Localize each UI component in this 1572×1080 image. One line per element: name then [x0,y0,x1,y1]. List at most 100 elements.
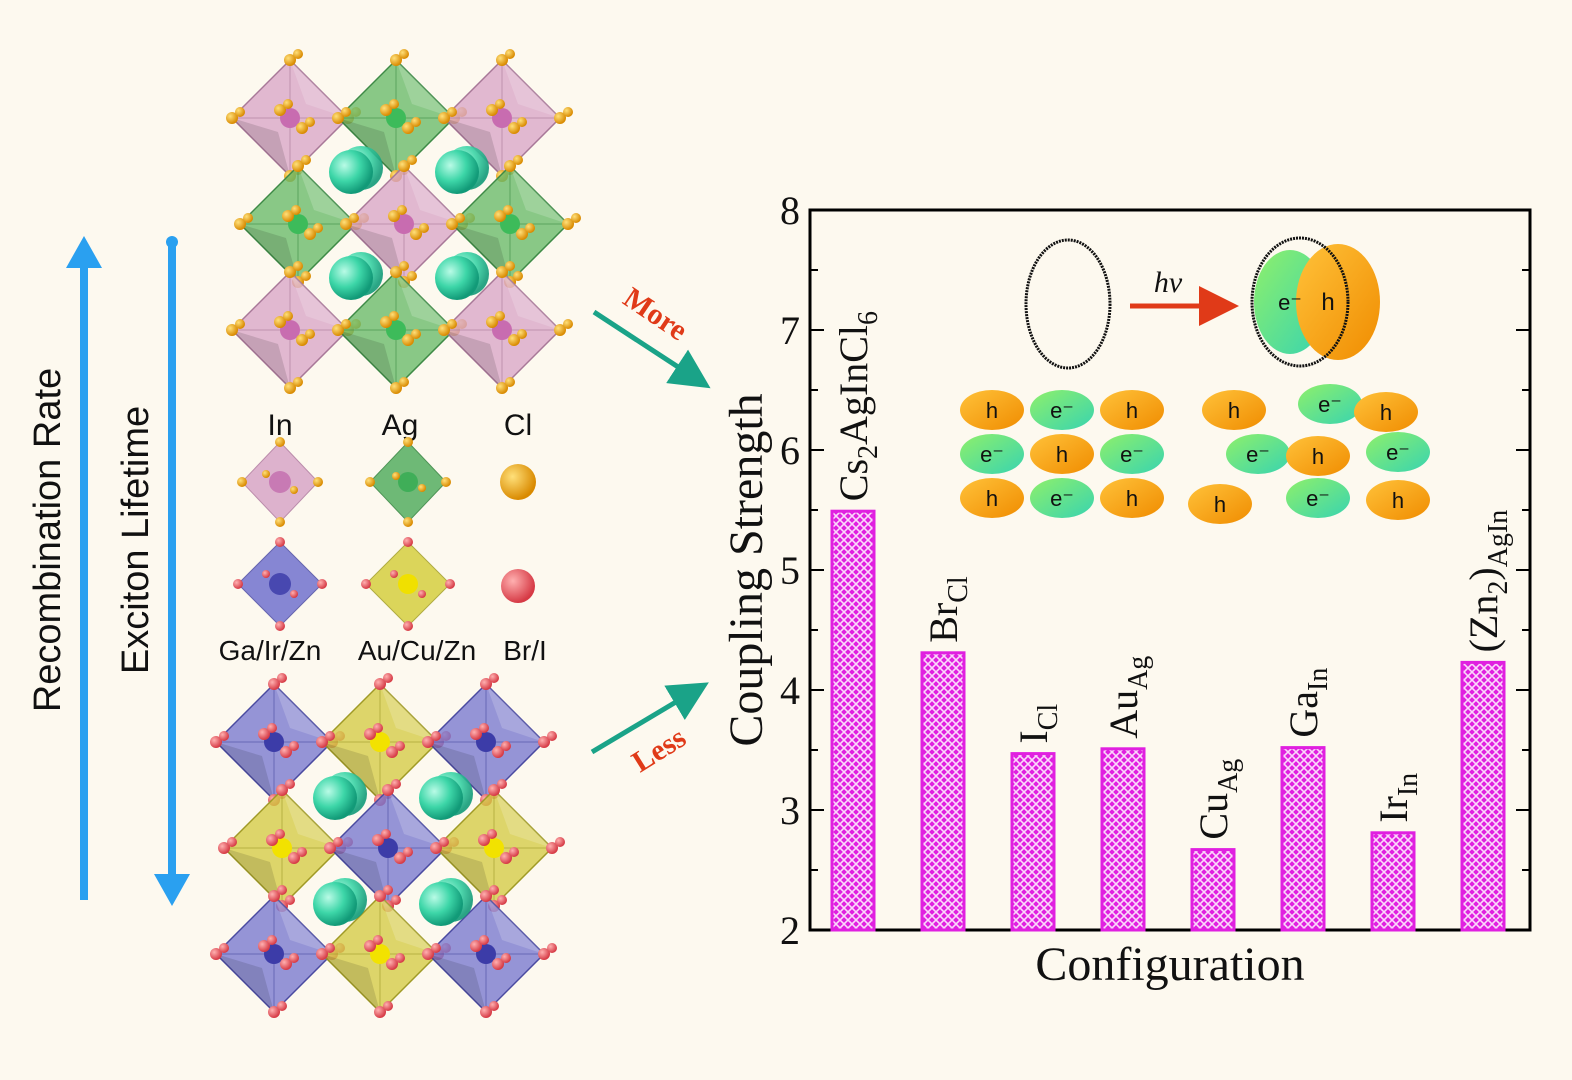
plot-frame [808,208,1532,932]
bar-label-sub2: AgIn [1483,510,1514,568]
electron-carrier-icon [1030,478,1094,518]
hole-carrier-icon [1286,436,1350,476]
hole-carrier-icon [1100,478,1164,518]
hole-carrier-icon [960,390,1024,430]
bar-label-3: AuAg [1101,656,1154,739]
hole-carrier-icon [1100,390,1164,430]
exciton-lifetime-label: Exciton Lifetime [115,406,157,674]
hole-carrier-icon [960,478,1024,518]
au-cu-zn-octahedron-icon [361,537,455,631]
electron-carrier-icon [1366,432,1430,472]
bar-label-1: BrCl [921,576,974,643]
br-i-atom-icon [501,569,535,603]
hv-label: hν [1154,266,1183,299]
electron-carrier-icon [1286,478,1350,518]
cs-sphere [329,150,373,194]
legend-br-i: Br/I [503,635,547,666]
bar-label-2: ICl [1011,704,1064,744]
hole-text: h [986,486,998,511]
hole-text: h [1056,442,1068,467]
bar-label-4: CuAg [1191,759,1244,840]
legend-cl: Cl [504,409,532,442]
bar-label-6: IrIn [1371,773,1424,823]
hole-carrier-icon [1030,434,1094,474]
hole-carrier-icon [1188,484,1252,524]
bar-label-base2: ) [1461,567,1506,580]
hole-carrier-icon [1354,392,1418,432]
octahedron [446,155,581,288]
legend-in: In [267,409,292,442]
cs-sphere [435,150,479,194]
legend-ag: Ag [382,409,419,442]
cs-sphere [435,256,479,300]
in-octahedron-icon [237,437,323,527]
bound-exciton-icon: e⁻ h [1250,236,1380,368]
legend-ga-ir-zn: Ga/Ir/Zn [219,635,322,666]
hole-text: h [1392,488,1404,513]
carrier-grid: h e⁻ he⁻ h e⁻h e⁻ hh e⁻ he⁻ h e⁻h e⁻ h [960,384,1430,524]
electron-carrier-icon [1030,390,1094,430]
cl-atom-icon [500,464,536,500]
y-axis-ticks: 2 3 4 5 6 7 8 [780,188,1530,953]
electron-carrier-icon [1100,434,1164,474]
electron-carrier-icon [960,434,1024,474]
hole-text: h [1126,398,1138,423]
electron-text: e⁻ [1120,442,1144,467]
crystal-structure-pristine [226,49,581,394]
bar-6 [1370,831,1416,932]
bar-4 [1190,848,1236,932]
electron-text: e⁻ [1318,392,1342,417]
hole-text: h [1312,444,1324,469]
bound-hole-text: h [1321,289,1334,316]
bar-label-sub: In [1393,773,1424,796]
bound-electron-text: e⁻ [1278,290,1302,315]
more-arrow [592,309,711,389]
bar-0 [830,509,876,932]
hole-carrier-icon [1202,390,1266,430]
cs-sphere [419,776,463,820]
hole-carrier-icon [1366,480,1430,520]
ga-ir-zn-octahedron-icon [233,537,327,631]
bar-1 [920,651,966,932]
bar-label-sub: Ag [1213,759,1244,793]
octahedron [316,885,451,1018]
y-tick-label: 8 [780,188,800,233]
less-arrow [590,682,709,755]
less-label: Less [626,721,692,779]
octahedron [422,885,557,1018]
empty-orbit-icon [1024,238,1112,370]
cs-sphere [419,882,463,926]
bars-group [830,509,1506,932]
cs-sphere [313,776,357,820]
electron-text: e⁻ [1246,442,1270,467]
cs-sphere [313,882,357,926]
octahedron [438,261,573,394]
bar-3 [1100,747,1146,932]
electron-text: e⁻ [980,442,1004,467]
hole-text: h [1228,398,1240,423]
bar-label-sub: Cl [943,576,974,603]
hole-text: h [1126,486,1138,511]
x-axis-label: Configuration [1035,938,1304,991]
bar-7 [1460,660,1506,932]
cs-sphere [329,256,373,300]
electron-text: e⁻ [1050,398,1074,423]
recombination-rate-arrow [66,236,102,900]
bar-label-sub: In [1303,668,1334,691]
exciton-inset: hν e⁻ h h e⁻ he⁻ h e⁻h e⁻ hh e⁻ he⁻ h e⁻h e⁻ h [960,236,1430,524]
bar-label-sub2: 6 [853,311,884,325]
crystal-structure-doped [210,673,565,1018]
y-tick-label: 7 [780,308,800,353]
octahedron [226,49,361,182]
legend-au-cu-zn: Au/Cu/Zn [358,635,476,666]
bar-label-base: (Zn [1461,595,1506,653]
bar-label-base: Cs [831,459,876,501]
y-axis-label: Coupling Strength [720,393,773,746]
bar-label-7: (Zn2)AgIn [1461,510,1514,653]
bar-5 [1280,746,1326,932]
y-tick-label: 6 [780,428,800,473]
electron-text: e⁻ [1306,486,1330,511]
